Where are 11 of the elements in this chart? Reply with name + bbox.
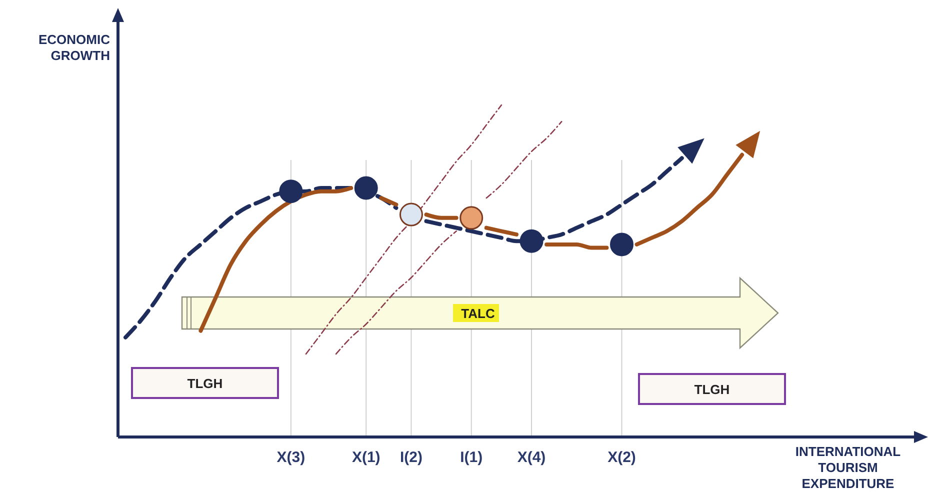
x-tick-label: X(4) <box>517 449 546 466</box>
x-tick-label: X(3) <box>276 449 306 466</box>
annotation: TLGH <box>187 376 223 391</box>
x-tick-label: I(1) <box>460 449 483 466</box>
annotation: TALC <box>461 306 496 321</box>
x-tick-label: X(1) <box>352 449 380 466</box>
annotation: TLGH <box>694 382 730 397</box>
x-tick-label: I(2) <box>400 449 422 466</box>
y-axis-title: ECONOMIC GROWTH <box>38 32 111 63</box>
x-tick-label: X(2) <box>608 449 636 466</box>
x-axis-title: INTERNATIONAL TOURISM EXPENDITURE <box>795 444 901 491</box>
